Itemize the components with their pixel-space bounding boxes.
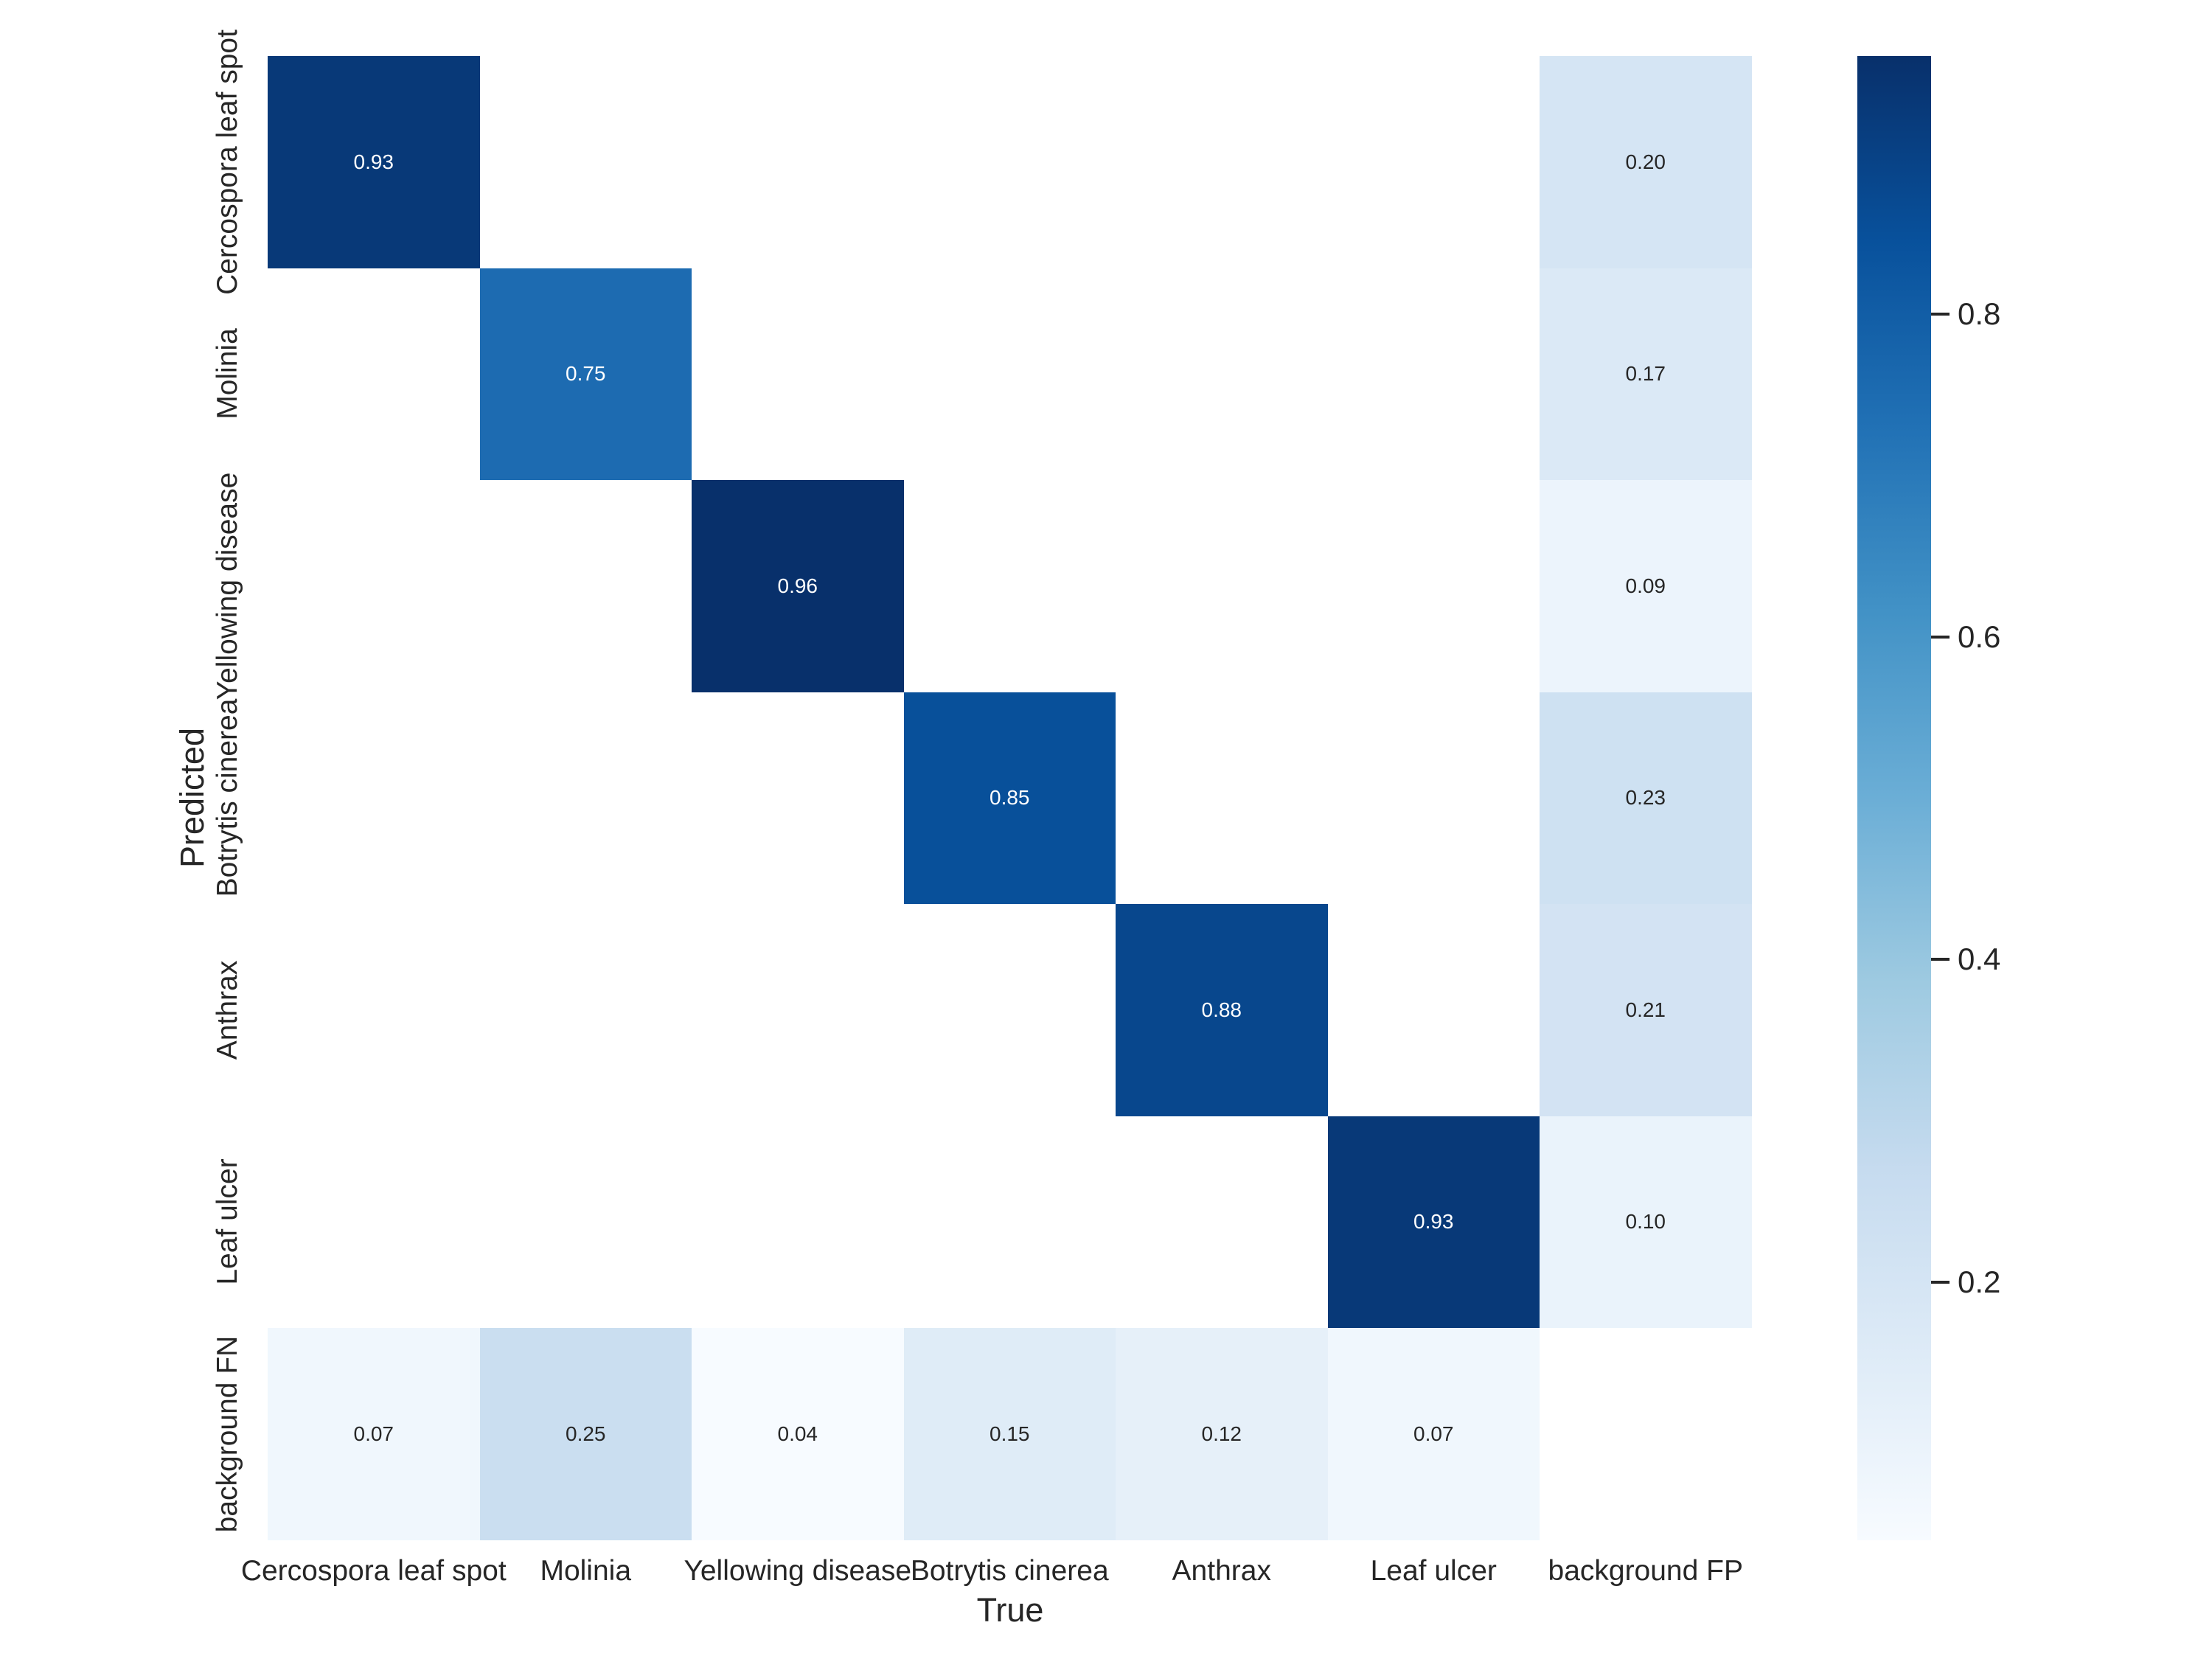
cell-value: 0.20 — [1625, 150, 1666, 173]
cell-value: 0.25 — [566, 1422, 606, 1445]
cell-value: 0.23 — [1625, 786, 1666, 810]
matrix-cell — [903, 480, 1116, 692]
matrix-cell: 0.15 — [903, 1328, 1116, 1540]
matrix-cell — [1116, 56, 1328, 268]
matrix-cell — [268, 1116, 480, 1328]
matrix-cell — [1327, 904, 1540, 1116]
cell-value: 0.93 — [1413, 1210, 1454, 1234]
cell-value: 0.15 — [990, 1422, 1030, 1445]
matrix-cell — [1116, 1116, 1328, 1328]
matrix-cell: 0.93 — [268, 56, 480, 268]
matrix-cell: 0.04 — [692, 1328, 904, 1540]
colorbar: 0.2 0.4 0.6 0.8 — [1857, 56, 2000, 1540]
matrix-cell — [1327, 56, 1540, 268]
matrix-cell: 0.07 — [1327, 1328, 1540, 1540]
matrix-cell: 0.85 — [903, 692, 1116, 904]
x-tick-label: Molinia — [540, 1555, 632, 1587]
x-tick-label: background FP — [1548, 1555, 1744, 1587]
matrix-cell — [692, 268, 904, 480]
cell-value: 0.17 — [1625, 362, 1666, 386]
matrix-cell — [1116, 268, 1328, 480]
matrix-cell: 0.25 — [479, 1328, 692, 1540]
matrix-cell — [692, 56, 904, 268]
matrix-cell — [268, 268, 480, 480]
y-tick-label: Yellowing disease — [212, 472, 243, 700]
matrix-cell — [268, 692, 480, 904]
matrix-cell — [479, 1116, 692, 1328]
x-tick-label: Anthrax — [1172, 1555, 1271, 1587]
y-tick-label: Cercospora leaf spot — [212, 29, 243, 295]
x-tick-label: Leaf ulcer — [1370, 1555, 1497, 1587]
matrix-cell: 0.17 — [1540, 268, 1752, 480]
matrix-cell — [903, 904, 1116, 1116]
cell-value: 0.09 — [1625, 574, 1666, 597]
matrix-cell: 0.09 — [1540, 480, 1752, 692]
matrix-cell: 0.88 — [1116, 904, 1328, 1116]
x-tick-label: Botrytis cinerea — [910, 1555, 1109, 1587]
y-tick-label: background FN — [212, 1335, 243, 1533]
matrix-cell: 0.96 — [692, 480, 904, 692]
colorbar-gradient — [1857, 56, 1931, 1540]
matrix-cell: 0.21 — [1540, 904, 1752, 1116]
matrix-cell — [1327, 692, 1540, 904]
cell-value: 0.93 — [353, 150, 394, 173]
y-tick-label: Molinia — [212, 328, 243, 420]
matrix-cell: 0.23 — [1540, 692, 1752, 904]
cell-value: 0.21 — [1625, 998, 1666, 1021]
cell-value: 0.04 — [777, 1422, 818, 1445]
matrix-cell — [479, 904, 692, 1116]
matrix-cell — [1327, 268, 1540, 480]
matrix-cell — [1116, 480, 1328, 692]
matrix-cell — [692, 1116, 904, 1328]
y-tick-label: Anthrax — [212, 960, 243, 1060]
heatmap-plot: 0.93 0.20 0.75 0.17 0.96 0.09 0.85 0.23 0.88 0.21… — [268, 56, 1752, 1540]
y-axis-title: Predicted — [173, 727, 211, 869]
cell-value: 0.75 — [566, 362, 606, 386]
matrix-cell — [1116, 692, 1328, 904]
colorbar-tick-label: 0.6 — [1958, 619, 2001, 654]
cell-value: 0.12 — [1201, 1422, 1242, 1445]
matrix-cell — [479, 692, 692, 904]
colorbar-tick-mark — [1931, 1280, 1950, 1284]
matrix-cell: 0.75 — [479, 268, 692, 480]
matrix-cell: 0.93 — [1327, 1116, 1540, 1328]
colorbar-tick-label: 0.2 — [1958, 1264, 2001, 1299]
cell-value: 0.96 — [777, 574, 818, 597]
matrix-cell — [692, 692, 904, 904]
matrix-cell — [479, 56, 692, 268]
cell-value: 0.85 — [990, 786, 1030, 810]
matrix-cell — [1327, 480, 1540, 692]
colorbar-tick-label: 0.4 — [1958, 942, 2001, 976]
cell-value: 0.10 — [1625, 1210, 1666, 1234]
matrix-cell — [268, 904, 480, 1116]
cell-value: 0.88 — [1201, 998, 1242, 1021]
cell-value: 0.07 — [353, 1422, 394, 1445]
matrix-cell: 0.10 — [1540, 1116, 1752, 1328]
x-tick-label: Yellowing disease — [684, 1555, 912, 1587]
matrix-cell — [903, 268, 1116, 480]
matrix-cell — [903, 56, 1116, 268]
x-tick-label: Cercospora leaf spot — [240, 1555, 507, 1587]
cell-value: 0.07 — [1413, 1422, 1454, 1445]
colorbar-tick-mark — [1931, 635, 1950, 639]
matrix-cell — [903, 1116, 1116, 1328]
matrix-cell: 0.07 — [268, 1328, 480, 1540]
colorbar-tick-mark — [1931, 313, 1950, 316]
y-tick-label: Leaf ulcer — [212, 1158, 243, 1285]
matrix-cell — [1540, 1328, 1752, 1540]
matrix-cell: 0.12 — [1116, 1328, 1328, 1540]
matrix-cell: 0.20 — [1540, 56, 1752, 268]
colorbar-tick-label: 0.8 — [1958, 296, 2001, 331]
x-axis-title: True — [976, 1591, 1044, 1629]
y-tick-label: Botrytis cinerea — [212, 698, 243, 897]
colorbar-tick-mark — [1931, 958, 1950, 961]
matrix-cell — [479, 480, 692, 692]
matrix-cell — [692, 904, 904, 1116]
matrix-cell — [268, 480, 480, 692]
